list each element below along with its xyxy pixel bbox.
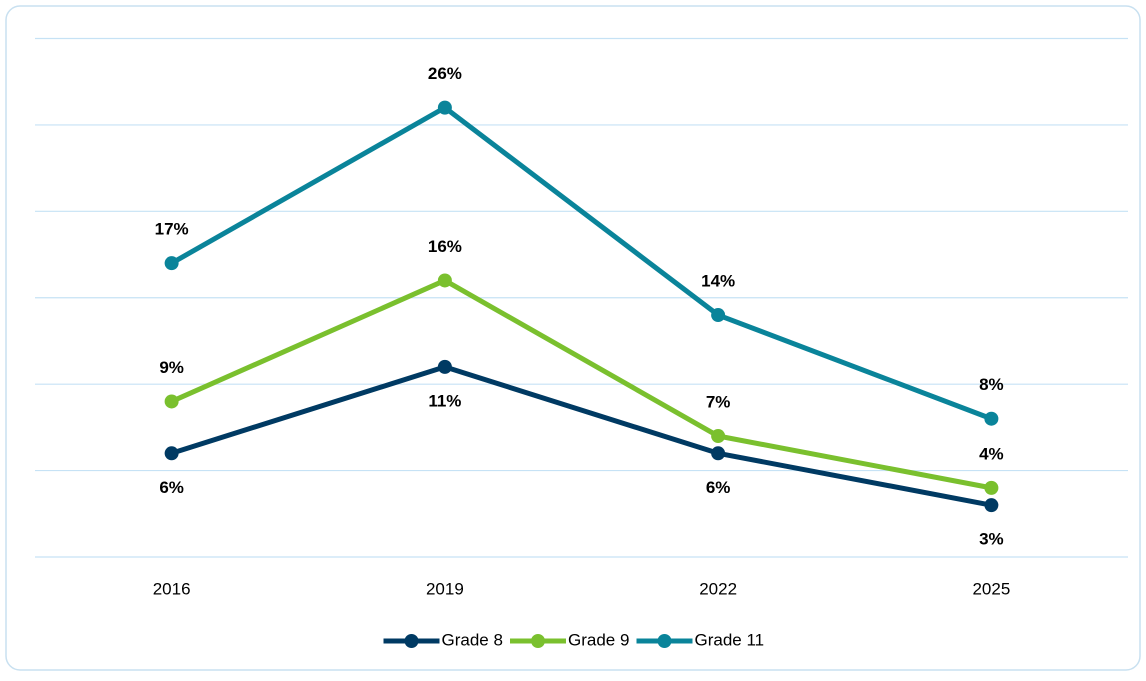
data-point <box>164 394 179 409</box>
x-tick-label: 2025 <box>972 579 1010 598</box>
data-label: 26% <box>428 64 462 83</box>
data-label: 3% <box>979 530 1004 549</box>
data-point <box>437 100 452 115</box>
data-point <box>164 446 179 461</box>
x-tick-label: 2022 <box>699 579 737 598</box>
data-point <box>437 359 452 374</box>
data-point <box>984 498 999 513</box>
data-label: 6% <box>159 478 184 497</box>
data-point <box>164 256 179 271</box>
data-point <box>711 429 726 444</box>
data-label: 11% <box>428 391 461 410</box>
x-tick-label: 2019 <box>426 579 464 598</box>
legend-label: Grade 11 <box>695 630 765 649</box>
data-label: 7% <box>706 393 731 412</box>
data-point <box>437 273 452 288</box>
data-label: 16% <box>428 237 462 256</box>
chart-frame <box>5 5 1141 671</box>
legend-marker <box>657 634 672 648</box>
legend-label: Grade 8 <box>442 630 503 649</box>
data-label: 9% <box>159 358 184 377</box>
data-point <box>711 446 726 461</box>
data-label: 6% <box>706 478 731 497</box>
legend-marker <box>531 634 545 648</box>
data-label: 14% <box>701 272 735 291</box>
data-label: 17% <box>155 220 189 239</box>
series-line <box>170 277 992 491</box>
x-tick-label: 2016 <box>153 579 191 598</box>
data-point <box>984 480 999 495</box>
series-line <box>170 364 992 508</box>
legend-marker <box>404 634 419 648</box>
legend-label: Grade 9 <box>568 630 629 649</box>
data-label: 4% <box>979 444 1004 463</box>
data-label: 8% <box>979 375 1004 394</box>
data-point <box>984 411 999 426</box>
series-line <box>170 105 993 422</box>
data-point <box>711 308 726 323</box>
